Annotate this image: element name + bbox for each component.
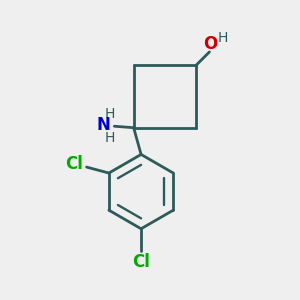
Text: Cl: Cl bbox=[65, 155, 83, 173]
Text: O: O bbox=[203, 35, 217, 53]
Text: H: H bbox=[105, 107, 115, 121]
Text: N: N bbox=[96, 116, 110, 134]
Text: Cl: Cl bbox=[132, 253, 150, 271]
Text: H: H bbox=[105, 130, 115, 145]
Text: H: H bbox=[218, 31, 228, 45]
